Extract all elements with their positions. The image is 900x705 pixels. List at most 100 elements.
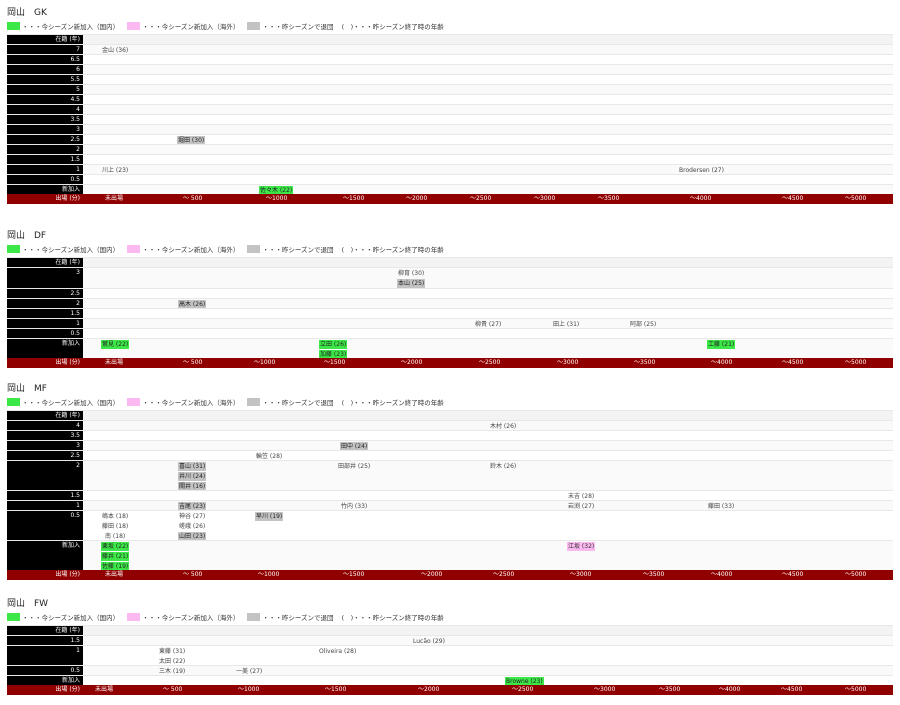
- minutes-tick: 未出場: [105, 195, 124, 202]
- tenure-label: 6: [7, 65, 83, 75]
- tenure-row: 6: [7, 64, 893, 75]
- player-entry: 山田 (23): [178, 532, 207, 541]
- legend-domestic-swatch: [7, 398, 20, 406]
- tenure-label: 新加入: [7, 541, 83, 571]
- tenure-row: 2 高木 (26): [7, 298, 893, 309]
- tenure-row: 4.5: [7, 94, 893, 105]
- player-entry: Browne (23): [505, 677, 544, 686]
- minutes-tick: ～3500: [634, 359, 656, 366]
- minutes-tick: ～4500: [782, 571, 804, 578]
- player-entry: 柳貴 (27): [475, 321, 502, 328]
- tenure-row: 0.5: [7, 328, 893, 339]
- tenure-label: 6.5: [7, 55, 83, 65]
- minutes-tick: ～1500: [324, 359, 346, 366]
- minutes-tick: ～4500: [782, 195, 804, 202]
- tenure-row: 0.5: [7, 174, 893, 185]
- minutes-tick: ～2000: [418, 686, 440, 693]
- tenure-label: 1: [7, 501, 83, 511]
- tenure-row: 3 柳育 (30) 本山 (25): [7, 267, 893, 289]
- player-entry: 一美 (27): [236, 668, 263, 675]
- tenure-row: 新加入 Browne (23): [7, 675, 893, 686]
- minutes-tick: 未出場: [105, 359, 124, 366]
- tenure-label: 2.5: [7, 135, 83, 145]
- player-entry: 本山 (25): [397, 279, 426, 288]
- minutes-tick: ～4500: [781, 686, 803, 693]
- legend-overseas-label: ・・・今シーズン新加入（海外）: [142, 399, 240, 407]
- tenure-label: 新加入: [7, 339, 83, 359]
- tenure-label: 5: [7, 85, 83, 95]
- tenure-label: 5.5: [7, 75, 83, 85]
- tenure-row: 2.5 輪笠 (28): [7, 450, 893, 461]
- minutes-tick: ～1000: [254, 359, 276, 366]
- player-entry: 柳育 (30): [398, 270, 425, 277]
- legend-left-swatch: [247, 22, 261, 30]
- tenure-label: 0.5: [7, 175, 83, 185]
- minutes-tick: ～ 500: [183, 359, 203, 366]
- header-label: 在籍 (年): [7, 258, 83, 268]
- player-entry: 佐藤 (19): [101, 562, 130, 571]
- tenure-row: 4: [7, 104, 893, 115]
- tenure-row: 2: [7, 144, 893, 155]
- minutes-tick: ～ 500: [163, 686, 183, 693]
- tenure-table: 在籍 (年) 1.5 Lucão (29) 1 東藤 (31) 太田 (22) Olivei…: [7, 625, 893, 695]
- tenure-row: 1.5: [7, 154, 893, 165]
- legend-left-label: ・・・昨シーズンで退団: [262, 399, 334, 407]
- tenure-row: 5: [7, 84, 893, 95]
- tenure-label: 2: [7, 461, 83, 491]
- legend-domestic-swatch: [7, 245, 20, 253]
- tenure-table: 在籍 (年) 7 金山 (36) 6.5 6 5.5 5 4.5 4 3.5 3 2.5 堀田 (30)…: [7, 34, 893, 204]
- legend-left-label: ・・・昨シーズンで退団: [262, 23, 334, 31]
- legend-left-label: ・・・昨シーズンで退団: [262, 614, 334, 622]
- tenure-label: 4.5: [7, 95, 83, 105]
- minutes-axis: 出場 (分) 未出場 ～ 500 ～1000 ～1500 ～2000 ～2500 ～3000 ～…: [7, 194, 893, 204]
- tenure-label: 新加入: [7, 676, 83, 686]
- player-entry: 加藤 (23): [319, 350, 348, 359]
- legend-overseas-swatch: [127, 613, 141, 621]
- section-title: 岡山 DF: [7, 231, 47, 241]
- tenure-row: 5.5: [7, 74, 893, 85]
- minutes-tick: ～ 500: [183, 195, 203, 202]
- tenure-label: 3: [7, 441, 83, 451]
- tenure-label: 3: [7, 268, 83, 289]
- tenure-label: 2.5: [7, 451, 83, 461]
- tenure-row: 0.5 三木 (19) 一美 (27): [7, 665, 893, 676]
- legend-left-swatch: [247, 613, 261, 621]
- player-entry: 工藤 (21): [707, 340, 736, 349]
- player-entry: 藤田 (18): [102, 523, 129, 530]
- tenure-label: 3.5: [7, 431, 83, 441]
- tenure-row: 1.5: [7, 308, 893, 319]
- legend-overseas-swatch: [127, 398, 141, 406]
- minutes-axis-label: 出場 (分): [55, 571, 80, 578]
- player-entry: 神谷 (27): [179, 513, 206, 520]
- player-entry: 高木 (26): [178, 300, 207, 309]
- tenure-row: 2.5: [7, 288, 893, 299]
- player-entry: Oliveira (28): [319, 648, 357, 655]
- tenure-label: 1: [7, 646, 83, 666]
- minutes-tick: ～1000: [238, 686, 260, 693]
- tenure-label: 新加入: [7, 185, 83, 195]
- player-entry: 吉尾 (23): [178, 502, 207, 511]
- player-entry: 立田 (26): [319, 340, 348, 349]
- minutes-axis-label: 出場 (分): [55, 195, 80, 202]
- minutes-tick: ～4000: [711, 359, 733, 366]
- player-entry: 三木 (19): [159, 668, 186, 675]
- minutes-tick: ～2000: [421, 571, 443, 578]
- minutes-tick: ～1000: [258, 571, 280, 578]
- player-entry: 竹内 (33): [341, 503, 368, 510]
- player-entry: 藤井 (21): [101, 552, 130, 561]
- legend-domestic-label: ・・・今シーズン新加入（国内）: [22, 614, 120, 622]
- legend-overseas-label: ・・・今シーズン新加入（海外）: [142, 614, 240, 622]
- minutes-tick: ～4000: [690, 195, 712, 202]
- minutes-tick: ～2000: [406, 195, 428, 202]
- player-entry: 嶋本 (18): [102, 513, 129, 520]
- section-title: 岡山 GK: [7, 8, 47, 18]
- header-row: 在籍 (年): [7, 257, 893, 268]
- header-label: 在籍 (年): [7, 35, 83, 45]
- tenure-row: 3.5: [7, 114, 893, 125]
- player-entry: 岩渕 (27): [568, 503, 595, 510]
- tenure-row: 3: [7, 124, 893, 135]
- player-entry: 田上 (31): [553, 321, 580, 328]
- minutes-axis-label: 出場 (分): [55, 686, 80, 693]
- legend-age-label: ( )・・・昨シーズン終了時の年齢: [341, 23, 444, 31]
- player-entry: Brodersen (27): [679, 167, 724, 174]
